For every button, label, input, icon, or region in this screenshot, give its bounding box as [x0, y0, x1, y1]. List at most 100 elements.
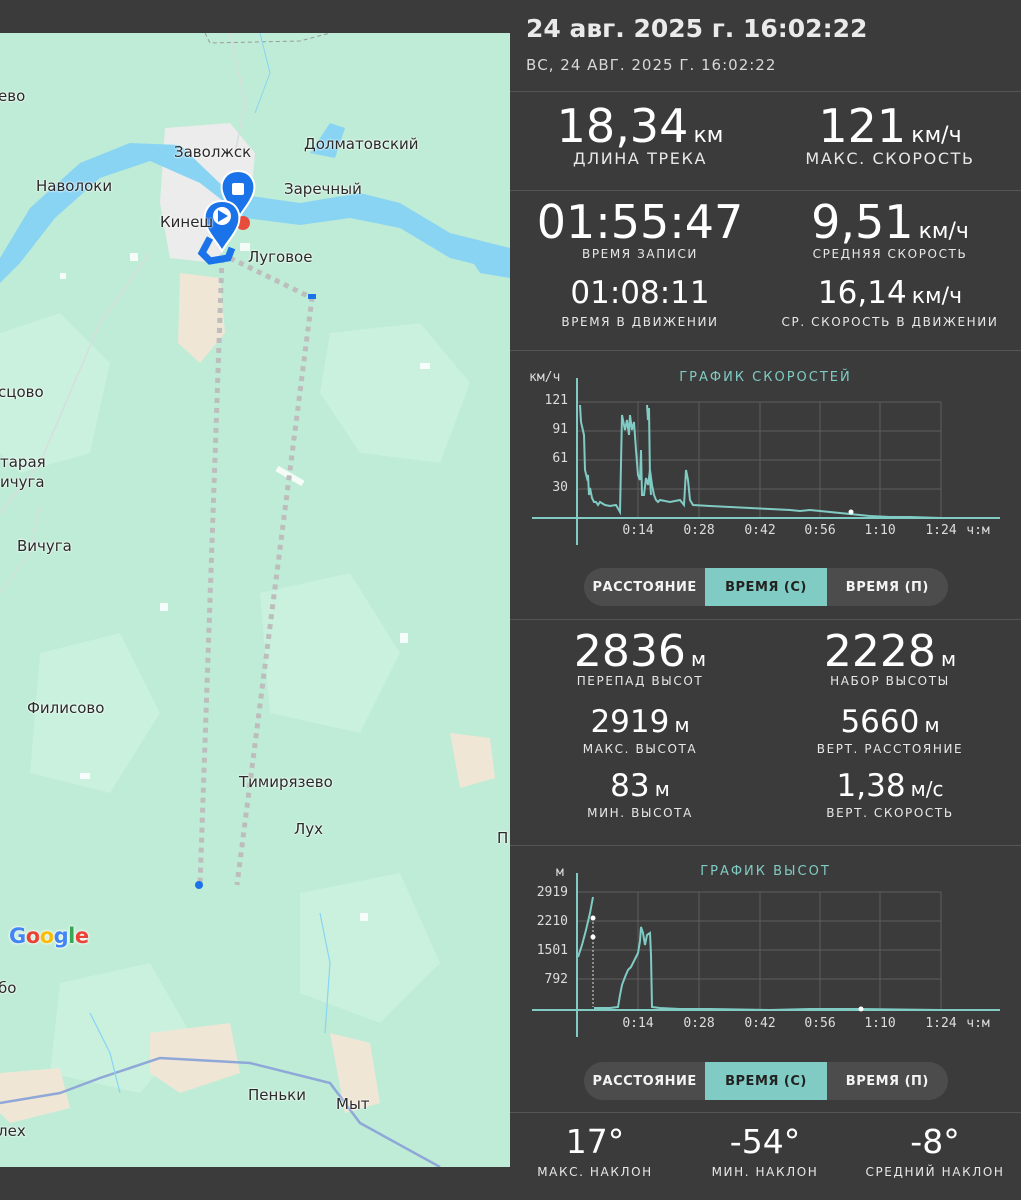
elev-drop-label: ПЕРЕПАД ВЫСОТ: [576, 674, 704, 688]
speed-x-tick: 0:56: [804, 523, 835, 538]
elev-drop-unit: м: [690, 647, 707, 671]
stat-avg-speed: 9,51 км/ч СРЕДНЯЯ СКОРОСТЬ: [765, 195, 1015, 261]
vert-speed-unit: м/с: [910, 777, 944, 801]
map-label: Вичуга: [17, 537, 72, 555]
speed-y-tick: 121: [545, 393, 568, 408]
map-label: бо: [0, 979, 17, 997]
min-alt-unit: м: [654, 777, 670, 801]
speed-x-unit: ч:м: [966, 523, 990, 538]
vert-dist-label: ВЕРТ. РАССТОЯНИЕ: [816, 742, 964, 756]
avg-moving-speed-label: СР. СКОРОСТЬ В ДВИЖЕНИИ: [781, 315, 999, 329]
speed-chart-y-unit: км/ч: [529, 370, 560, 385]
min-slope-label: МИН. НАКЛОН: [711, 1165, 819, 1179]
elev-mode-distance[interactable]: РАССТОЯНИЕ: [592, 1073, 697, 1089]
elev-gain-value: 2228: [823, 626, 936, 677]
stat-avg-moving-speed: 16,14 км/ч СР. СКОРОСТЬ В ДВИЖЕНИИ: [765, 275, 1015, 329]
track-length-value: 18,34: [556, 99, 689, 153]
divider: [510, 1112, 1021, 1113]
map-canvas: [0, 33, 510, 1167]
map-label: Луговое: [248, 248, 313, 266]
speed-x-tick: 1:10: [864, 523, 895, 538]
min-alt-label: МИН. ВЫСОТА: [587, 806, 693, 820]
map-label: Заволжск: [174, 143, 252, 161]
stat-max-slope: 17° МАКС. НАКЛОН: [470, 1122, 720, 1179]
elev-x-tick: 0:56: [804, 1016, 835, 1031]
elev-mode-time-total[interactable]: ВРЕМЯ (С): [705, 1062, 827, 1100]
elev-y-tick: 792: [545, 972, 568, 987]
stat-min-slope: -54° МИН. НАКЛОН: [640, 1122, 890, 1179]
speed-y-tick: 61: [552, 451, 568, 466]
max-speed-value: 121: [818, 99, 907, 153]
elev-chart-y-unit: м: [556, 865, 564, 880]
header-subtitle: ВС, 24 АВГ. 2025 Г. 16:02:22: [526, 56, 777, 74]
map-label: Мыт: [336, 1095, 370, 1113]
moving-time-label: ВРЕМЯ В ДВИЖЕНИИ: [561, 315, 719, 329]
elev-x-tick: 0:28: [683, 1016, 714, 1031]
map-label: ичуга: [0, 473, 45, 491]
elev-x-tick: 0:14: [622, 1016, 653, 1031]
stat-vertical-distance: 5660 м ВЕРТ. РАССТОЯНИЕ: [765, 704, 1015, 756]
speed-x-tick: 0:28: [683, 523, 714, 538]
track-length-unit: км: [693, 123, 724, 148]
moving-time-value: 01:08:11: [570, 275, 710, 311]
speed-chart: км/ч 121 91 61 30 0:14 0:28 0:42 0:56 1:…: [529, 370, 1000, 545]
header-title: 24 авг. 2025 г. 16:02:22: [526, 14, 868, 43]
elev-gain-unit: м: [940, 647, 957, 671]
divider: [510, 619, 1021, 620]
map-label: Заречный: [284, 180, 362, 198]
map-label: П: [497, 829, 509, 847]
max-alt-value: 2919: [590, 704, 670, 740]
elev-x-unit: ч:м: [966, 1016, 990, 1031]
elev-mode-time-moving[interactable]: ВРЕМЯ (П): [845, 1073, 929, 1089]
max-alt-unit: м: [674, 713, 690, 737]
max-slope-label: МАКС. НАКЛОН: [537, 1165, 653, 1179]
vert-dist-value: 5660: [840, 704, 920, 740]
stats-panel: 24 авг. 2025 г. 16:02:22 ВС, 24 АВГ. 202…: [510, 0, 1021, 1200]
speed-x-tick: 0:42: [744, 523, 775, 538]
speed-mode-time-moving[interactable]: ВРЕМЯ (П): [845, 579, 929, 595]
map-label: лех: [0, 1122, 26, 1140]
speed-chart-mode-toggle[interactable]: РАССТОЯНИЕ ВРЕМЯ (С) ВРЕМЯ (П): [584, 568, 948, 606]
stat-track-length: 18,34 км ДЛИНА ТРЕКА: [515, 99, 765, 168]
speed-mode-time-total[interactable]: ВРЕМЯ (С): [705, 568, 827, 606]
speed-x-tick: 0:14: [622, 523, 653, 538]
vert-speed-label: ВЕРТ. СКОРОСТЬ: [826, 806, 954, 820]
max-speed-label: МАКС. СКОРОСТЬ: [805, 149, 975, 168]
map-view[interactable]: ево Заволжск Долматовский Наволоки Зареч…: [0, 33, 510, 1167]
stat-record-time: 01:55:47 ВРЕМЯ ЗАПИСИ: [515, 195, 765, 261]
stat-vertical-speed: 1,38 м/с ВЕРТ. СКОРОСТЬ: [765, 768, 1015, 820]
elev-y-tick: 1501: [537, 943, 568, 958]
speed-mode-distance[interactable]: РАССТОЯНИЕ: [592, 579, 697, 595]
elevation-chart-mode-toggle[interactable]: РАССТОЯНИЕ ВРЕМЯ (С) ВРЕМЯ (П): [584, 1062, 948, 1100]
stat-elevation-drop: 2836 м ПЕРЕПАД ВЫСОТ: [515, 626, 765, 688]
elev-y-tick: 2210: [537, 914, 568, 929]
elev-x-tick: 1:24: [925, 1016, 956, 1031]
divider: [510, 845, 1021, 846]
max-alt-label: МАКС. ВЫСОТА: [582, 742, 698, 756]
min-alt-value: 83: [610, 768, 650, 804]
map-label: сцово: [0, 383, 44, 401]
min-slope-value: -54°: [729, 1122, 801, 1161]
avg-slope-label: СРЕДНИЙ НАКЛОН: [865, 1165, 1005, 1179]
divider: [510, 91, 1021, 92]
elev-x-tick: 1:10: [864, 1016, 895, 1031]
max-speed-unit: км/ч: [911, 123, 962, 148]
stat-max-altitude: 2919 м МАКС. ВЫСОТА: [515, 704, 765, 756]
map-label: Долматовский: [304, 135, 419, 153]
stat-elevation-gain: 2228 м НАБОР ВЫСОТЫ: [765, 626, 1015, 688]
avg-speed-unit: км/ч: [918, 219, 969, 244]
map-label: Лух: [294, 820, 324, 838]
map-label: Наволоки: [36, 177, 113, 195]
stat-avg-slope: -8° СРЕДНИЙ НАКЛОН: [810, 1122, 1021, 1179]
stat-max-speed: 121 км/ч МАКС. СКОРОСТЬ: [765, 99, 1015, 168]
max-slope-value: 17°: [565, 1122, 625, 1161]
elev-y-tick: 2919: [537, 885, 568, 900]
elev-marker-point: [590, 934, 596, 940]
divider: [510, 350, 1021, 351]
speed-y-tick: 91: [552, 422, 568, 437]
speed-chart-title: ГРАФИК СКОРОСТЕЙ: [679, 370, 852, 385]
map-label: Кинеш: [160, 213, 214, 231]
vert-dist-unit: м: [924, 713, 940, 737]
speed-y-tick: 30: [552, 480, 568, 495]
elev-marker-point: [858, 1006, 864, 1012]
